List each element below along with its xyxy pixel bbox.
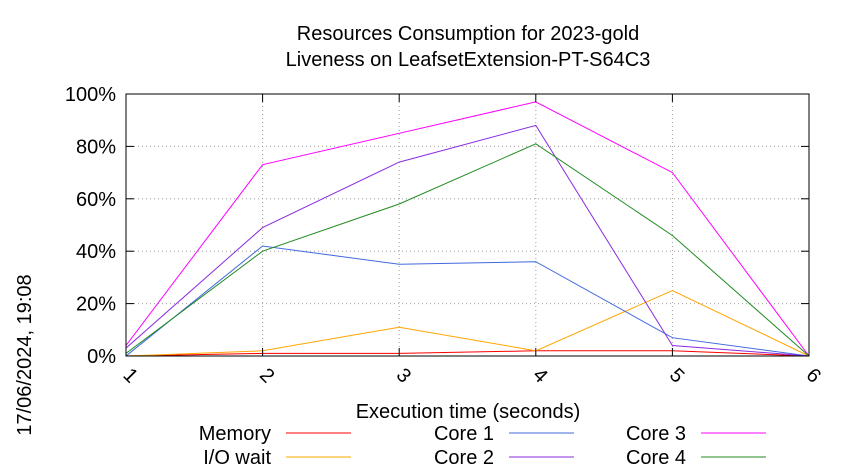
y-tick-label: 40% (76, 241, 116, 263)
series-line-core-4 (125, 143, 810, 357)
x-tick-label: 5 (665, 364, 688, 387)
x-axis-label: Execution time (seconds) (356, 401, 581, 423)
y-tick-label: 20% (76, 294, 116, 316)
series-lines (125, 101, 810, 357)
legend-label: Memory (199, 423, 271, 445)
timestamp-label: 17/06/2024, 19:08 (14, 274, 36, 435)
chart-title-line-2: Liveness on LeafsetExtension-PT-S64C3 (286, 49, 651, 71)
x-tick-label: 2 (255, 364, 278, 387)
grid (126, 94, 809, 356)
series-line-core-1 (125, 245, 810, 357)
x-tick-label: 6 (802, 364, 825, 387)
x-tick-label: 3 (392, 364, 415, 387)
series-line-i-o-wait (125, 289, 810, 357)
chart-title-line-1: Resources Consumption for 2023-gold (297, 23, 639, 45)
y-tick-label: 60% (76, 189, 116, 211)
y-tick-label: 0% (87, 346, 116, 368)
legend-label: Core 4 (626, 447, 686, 469)
plot-border (125, 93, 810, 357)
series-line-memory (125, 350, 810, 357)
legend-label: Core 1 (434, 423, 494, 445)
legend-label: Core 2 (434, 447, 494, 469)
series-line-core-3 (125, 101, 810, 357)
legend-label: Core 3 (626, 423, 686, 445)
y-axis-ticks: 0% 20% 40% 60% 80% 100% (65, 84, 809, 368)
y-tick-label: 100% (65, 84, 116, 106)
legend-label: I/O wait (203, 447, 271, 469)
y-tick-label: 80% (76, 136, 116, 158)
x-tick-label: 1 (119, 364, 142, 387)
x-tick-label: 4 (528, 364, 551, 387)
series-line-core-2 (125, 124, 810, 357)
